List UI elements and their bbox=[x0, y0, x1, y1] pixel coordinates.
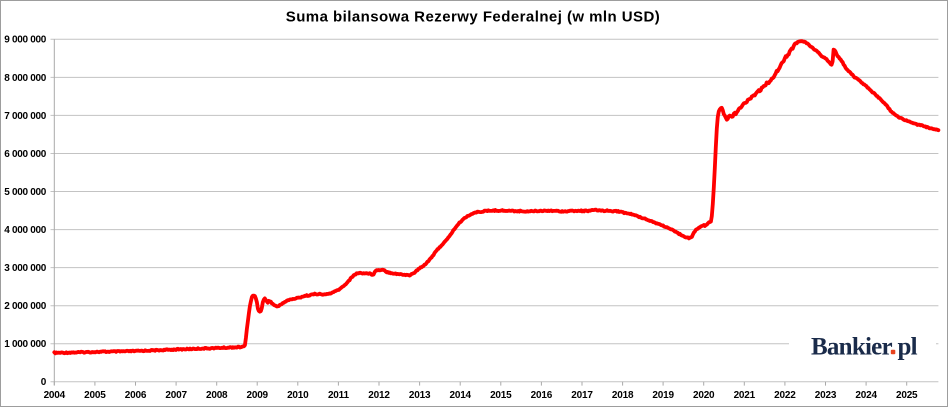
svg-text:2012: 2012 bbox=[368, 390, 390, 401]
svg-text:2006: 2006 bbox=[125, 390, 147, 401]
svg-text:2017: 2017 bbox=[571, 390, 593, 401]
svg-text:2 000 000: 2 000 000 bbox=[4, 301, 47, 312]
svg-text:2014: 2014 bbox=[449, 390, 471, 401]
svg-text:2022: 2022 bbox=[774, 390, 796, 401]
svg-text:2018: 2018 bbox=[612, 390, 634, 401]
svg-text:2004: 2004 bbox=[44, 390, 66, 401]
svg-text:2021: 2021 bbox=[734, 390, 756, 401]
svg-text:6 000 000: 6 000 000 bbox=[4, 149, 47, 160]
svg-text:4 000 000: 4 000 000 bbox=[4, 225, 47, 236]
svg-text:8 000 000: 8 000 000 bbox=[4, 73, 47, 84]
svg-text:2008: 2008 bbox=[206, 390, 228, 401]
svg-text:2013: 2013 bbox=[409, 390, 431, 401]
svg-text:7 000 000: 7 000 000 bbox=[4, 111, 47, 122]
svg-text:3 000 000: 3 000 000 bbox=[4, 263, 47, 274]
svg-text:pl: pl bbox=[898, 333, 918, 360]
svg-text:2015: 2015 bbox=[490, 390, 512, 401]
svg-text:1 000 000: 1 000 000 bbox=[4, 339, 47, 350]
svg-text:2024: 2024 bbox=[855, 390, 877, 401]
svg-text:2010: 2010 bbox=[287, 390, 309, 401]
svg-text:2005: 2005 bbox=[84, 390, 106, 401]
svg-text:0: 0 bbox=[41, 377, 47, 388]
svg-text:2016: 2016 bbox=[531, 390, 553, 401]
svg-text:2011: 2011 bbox=[328, 390, 350, 401]
svg-text:2019: 2019 bbox=[652, 390, 674, 401]
svg-text:Bankier: Bankier bbox=[811, 333, 893, 360]
svg-text:5 000 000: 5 000 000 bbox=[4, 187, 47, 198]
svg-text:2025: 2025 bbox=[896, 390, 918, 401]
svg-text:2009: 2009 bbox=[246, 390, 268, 401]
svg-text:2023: 2023 bbox=[815, 390, 837, 401]
svg-text:2007: 2007 bbox=[165, 390, 187, 401]
svg-text:9 000 000: 9 000 000 bbox=[4, 35, 47, 46]
svg-text:2020: 2020 bbox=[693, 390, 715, 401]
svg-text:Suma bilansowa Rezerwy Federal: Suma bilansowa Rezerwy Federalnej (w mln… bbox=[286, 9, 661, 26]
